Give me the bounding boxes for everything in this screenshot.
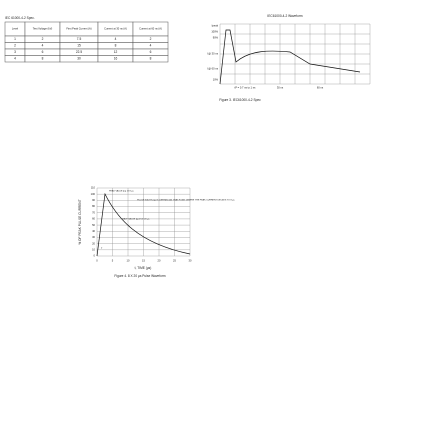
annotation: HALF VALUE Ipp/2 @ 20 µs bbox=[122, 218, 150, 221]
figure3-x-label: tP = 0.7 ns to 1 ns bbox=[235, 86, 257, 90]
header-text: First Peak Current (A) bbox=[66, 27, 91, 31]
y-tick-label: 80 bbox=[92, 204, 95, 208]
figure4-caption: Figure 4. 8 X 20 µs Pulse Waveform bbox=[114, 274, 165, 278]
y-tick-label: 60 bbox=[92, 217, 95, 221]
cell-text: 8 bbox=[115, 44, 117, 48]
figure3-caption: Figure 3. IEC61000-4-2 Spec bbox=[219, 98, 261, 102]
header-text: Current at 30 ns (A) bbox=[104, 27, 127, 31]
y-tick-label: 40 bbox=[92, 229, 95, 233]
cell-text: 4 bbox=[42, 44, 44, 48]
header-text: Test Voltage (kV) bbox=[33, 27, 53, 31]
header-text: Level bbox=[12, 27, 19, 31]
annotation: PULSE WIDTH (tp) IS DEFINED AS THAT POIN… bbox=[137, 199, 236, 202]
cell-text: 22.5 bbox=[76, 50, 82, 54]
cell-text: 12 bbox=[114, 50, 118, 54]
figure3-label: I @ 60 ns bbox=[207, 67, 219, 71]
y-axis-label: % OF PEAK PULSE CURRENT bbox=[78, 199, 82, 244]
pulse bbox=[96, 192, 191, 257]
cell-text: 7.5 bbox=[77, 37, 82, 41]
x-tick-label: 0 bbox=[96, 259, 98, 263]
x-axis-label: t, TIME (µs) bbox=[135, 266, 152, 270]
cell-text: 16 bbox=[114, 57, 118, 61]
cell-text: 2 bbox=[14, 44, 16, 48]
table-caption: IEC 61000-4-2 Spec. bbox=[5, 16, 35, 20]
figure3-label: 100% bbox=[211, 30, 218, 34]
cell-text: 8 bbox=[42, 57, 44, 61]
figure3-x-label: 30 ns bbox=[277, 86, 284, 90]
annotation: PEAK VALUE Ipp @ 8 µs bbox=[109, 190, 135, 193]
waveform bbox=[219, 29, 361, 85]
annotation: tr bbox=[101, 247, 103, 250]
y-tick-label: 70 bbox=[92, 210, 95, 214]
x-tick-label: 15 bbox=[142, 259, 145, 263]
figure3-label: Ipeak bbox=[212, 24, 219, 28]
header-text: Current at 60 ns (A) bbox=[139, 27, 162, 31]
figure3-x-label: 60 ns bbox=[317, 86, 324, 90]
x-tick-label: 20 bbox=[158, 259, 161, 263]
cell-text: 6 bbox=[42, 50, 44, 54]
x-tick-label: 25 bbox=[173, 259, 176, 263]
y-tick-label: 50 bbox=[92, 223, 95, 227]
y-tick-label: 110 bbox=[91, 186, 96, 190]
cell-text: 6 bbox=[150, 50, 152, 54]
cell-text: 3 bbox=[14, 50, 16, 54]
cell-text: 4 bbox=[14, 57, 16, 61]
y-tick-label: 100 bbox=[91, 192, 96, 196]
figure3-label: 10% bbox=[213, 78, 219, 82]
x-tick-label: 5 bbox=[112, 259, 114, 263]
figure3-title: IEC61000-4-2 Waveform bbox=[267, 14, 302, 18]
x-tick-label: 10 bbox=[127, 259, 130, 263]
cell-text: 4 bbox=[150, 44, 152, 48]
x-tick-label: 30 bbox=[189, 259, 192, 263]
y-tick-label: 20 bbox=[92, 241, 95, 245]
table-cell bbox=[132, 55, 169, 63]
y-tick-label: 10 bbox=[92, 248, 95, 252]
cell-text: 4 bbox=[115, 37, 117, 41]
figure3-label: 90% bbox=[213, 36, 219, 40]
y-tick-label: 0 bbox=[94, 254, 96, 258]
y-tick-label: 30 bbox=[92, 235, 95, 239]
figure3-label: I @ 30 ns bbox=[207, 52, 219, 56]
cell-text: 2 bbox=[42, 37, 44, 41]
cell-text: 1 bbox=[14, 37, 16, 41]
y-tick-label: 90 bbox=[92, 198, 95, 202]
cell-text: 8 bbox=[150, 57, 152, 61]
cell-text: 15 bbox=[77, 44, 81, 48]
cell-text: 2 bbox=[150, 37, 152, 41]
cell-text: 30 bbox=[77, 57, 81, 61]
